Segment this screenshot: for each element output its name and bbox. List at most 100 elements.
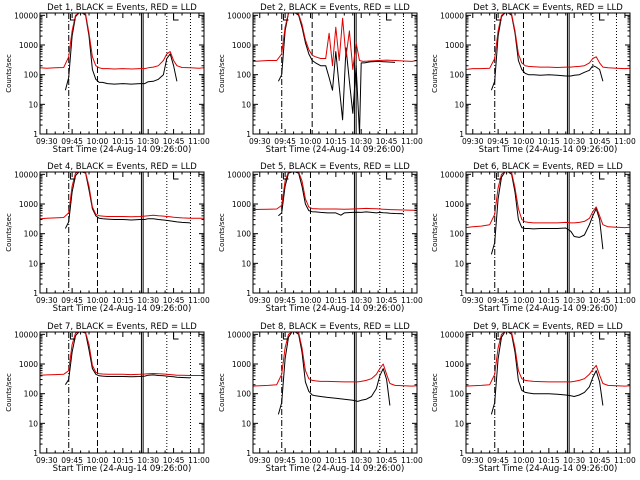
panel-title: Det 9, BLACK = Events, RED = LLD bbox=[473, 322, 623, 332]
plot-frame bbox=[252, 331, 418, 454]
y-tick-label: 1000 bbox=[232, 360, 251, 369]
y-tick-label: 10 bbox=[28, 259, 38, 268]
plot-frame bbox=[465, 171, 631, 294]
detector-panel-2: Det 2, BLACK = Events, RED = LLD 09:30 09:… bbox=[218, 3, 423, 155]
x-tick-label: 09:30 bbox=[36, 296, 58, 305]
series-events-line bbox=[64, 332, 191, 385]
x-tick-label: 09:30 bbox=[462, 296, 484, 305]
y-tick-label: 1000 bbox=[445, 200, 464, 209]
x-tick-label: 10:45 bbox=[376, 456, 398, 465]
x-tick-label: 10:00 bbox=[513, 456, 535, 465]
x-tick-label: 10:15 bbox=[325, 137, 347, 146]
x-tick-label: 09:30 bbox=[462, 456, 484, 465]
time-marker bbox=[386, 14, 392, 21]
y-tick-label: 1 bbox=[33, 449, 38, 458]
series-lld-line bbox=[466, 13, 630, 70]
x-tick-label: 09:45 bbox=[487, 296, 509, 305]
y-tick-label: 1000 bbox=[232, 41, 251, 50]
x-axis-label: Start Time (24-Aug-14 09:26:00) bbox=[266, 304, 405, 314]
plot-frame bbox=[465, 12, 631, 135]
y-axis-label: Counts/sec bbox=[431, 213, 439, 252]
x-tick-label: 10:30 bbox=[563, 456, 585, 465]
x-tick-label: 09:30 bbox=[462, 137, 484, 146]
x-tick-label: 10:15 bbox=[112, 296, 134, 305]
y-axis-label: Counts/sec bbox=[5, 54, 13, 93]
x-tick-label: 10:30 bbox=[563, 137, 585, 146]
y-axis-label: Counts/sec bbox=[431, 54, 439, 93]
y-tick-label: 1000 bbox=[19, 360, 38, 369]
y-tick-label: 10000 bbox=[14, 11, 38, 20]
plot-area bbox=[253, 332, 417, 453]
x-tick-label: 11:00 bbox=[188, 296, 210, 305]
y-tick-label: 10000 bbox=[14, 170, 38, 179]
time-marker bbox=[386, 173, 392, 180]
x-axis-label: Start Time (24-Aug-14 09:26:00) bbox=[479, 145, 618, 155]
detector-panel-3: Det 3, BLACK = Events, RED = LLD 09:30 09:… bbox=[431, 3, 636, 155]
x-tick-label: 10:45 bbox=[163, 456, 185, 465]
time-marker bbox=[69, 14, 76, 21]
y-tick-label: 10 bbox=[454, 100, 464, 109]
detector-panel-4: Det 4, BLACK = Events, RED = LLD 09:30 09:… bbox=[5, 162, 210, 314]
x-tick-label: 10:30 bbox=[137, 137, 159, 146]
y-tick-label: 1 bbox=[246, 289, 251, 298]
y-tick-label: 10000 bbox=[440, 170, 464, 179]
x-tick-label: 09:30 bbox=[249, 456, 271, 465]
x-tick-label: 10:00 bbox=[300, 137, 322, 146]
y-tick-label: 10000 bbox=[14, 330, 38, 339]
x-tick-label: 11:00 bbox=[188, 137, 210, 146]
panel-title: Det 3, BLACK = Events, RED = LLD bbox=[473, 3, 623, 13]
x-tick-label: 11:00 bbox=[188, 456, 210, 465]
x-tick-label: 10:00 bbox=[87, 137, 109, 146]
time-marker bbox=[386, 333, 392, 340]
y-tick-label: 10 bbox=[241, 419, 251, 428]
time-marker bbox=[173, 14, 179, 21]
y-tick-label: 100 bbox=[24, 71, 39, 80]
panel-title: Det 8, BLACK = Events, RED = LLD bbox=[260, 322, 410, 332]
time-marker bbox=[599, 173, 605, 180]
plot-frame bbox=[39, 171, 205, 294]
series-events-line bbox=[277, 332, 391, 415]
x-tick-label: 10:00 bbox=[513, 296, 535, 305]
plot-area bbox=[466, 172, 630, 293]
x-tick-label: 09:45 bbox=[274, 296, 296, 305]
x-tick-label: 10:45 bbox=[589, 456, 611, 465]
x-tick-label: 10:30 bbox=[137, 456, 159, 465]
y-axis-label: Counts/sec bbox=[5, 213, 13, 252]
x-tick-label: 11:00 bbox=[614, 137, 636, 146]
series-lld-line bbox=[40, 332, 204, 376]
x-tick-label: 09:30 bbox=[36, 456, 58, 465]
x-tick-label: 10:15 bbox=[325, 456, 347, 465]
x-tick-label: 09:45 bbox=[274, 456, 296, 465]
y-tick-label: 1000 bbox=[445, 360, 464, 369]
series-lld-line bbox=[40, 172, 204, 220]
y-tick-label: 10 bbox=[241, 259, 251, 268]
y-tick-label: 1 bbox=[459, 449, 464, 458]
detector-panel-7: Det 7, BLACK = Events, RED = LLD 09:30 09:… bbox=[5, 322, 210, 474]
x-tick-label: 09:30 bbox=[249, 137, 271, 146]
x-tick-label: 09:45 bbox=[61, 456, 83, 465]
time-marker bbox=[173, 173, 179, 180]
x-tick-label: 10:15 bbox=[538, 456, 560, 465]
plot-area bbox=[466, 13, 630, 134]
x-axis-label: Start Time (24-Aug-14 09:26:00) bbox=[266, 464, 405, 474]
series-events-line bbox=[490, 172, 604, 255]
detector-panel-8: Det 8, BLACK = Events, RED = LLD 09:30 09:… bbox=[218, 322, 423, 474]
x-axis-label: Start Time (24-Aug-14 09:26:00) bbox=[479, 464, 618, 474]
y-tick-label: 10 bbox=[28, 100, 38, 109]
x-tick-label: 09:30 bbox=[36, 137, 58, 146]
y-tick-label: 100 bbox=[237, 71, 252, 80]
y-tick-label: 1 bbox=[33, 130, 38, 139]
series-lld-line bbox=[466, 332, 630, 387]
x-axis-label: Start Time (24-Aug-14 09:26:00) bbox=[53, 145, 192, 155]
x-tick-label: 09:45 bbox=[61, 296, 83, 305]
x-tick-label: 11:00 bbox=[401, 137, 423, 146]
series-lld-line bbox=[466, 172, 630, 229]
series-events-line bbox=[277, 13, 396, 134]
x-tick-label: 10:45 bbox=[589, 137, 611, 146]
series-events-line bbox=[278, 172, 404, 217]
y-tick-label: 100 bbox=[24, 390, 39, 399]
x-tick-label: 10:15 bbox=[538, 137, 560, 146]
x-axis-label: Start Time (24-Aug-14 09:26:00) bbox=[53, 304, 192, 314]
x-tick-label: 10:30 bbox=[350, 296, 372, 305]
